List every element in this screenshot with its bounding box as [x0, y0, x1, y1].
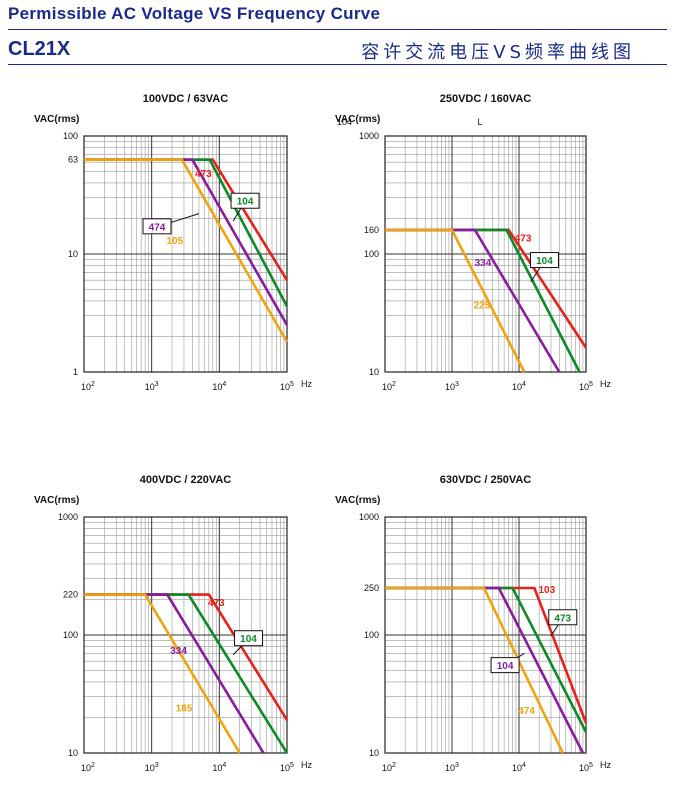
y-axis-label: VAC(rms)	[335, 495, 380, 506]
header-rule-top	[8, 29, 667, 30]
y-tick-label: 160	[364, 225, 379, 235]
y-tick-label: 100	[63, 630, 78, 640]
series-line-473	[84, 593, 289, 721]
series-label: 104	[536, 256, 553, 267]
series-label: 334	[475, 258, 492, 269]
header-rule-bottom	[8, 64, 667, 65]
series-label: 334	[170, 646, 187, 657]
label-box	[230, 192, 260, 209]
x-axis-label: Hz	[301, 379, 312, 389]
series-label: 105	[166, 236, 183, 247]
x-tick-label: 103	[445, 762, 459, 773]
series-label: 474	[518, 706, 535, 717]
chart-title: 630VDC / 250VAC	[440, 474, 532, 486]
label-box	[234, 630, 264, 647]
x-tick-label: 102	[382, 381, 396, 392]
y-tick-label: 1000	[359, 512, 379, 522]
y-tick-label: 10	[68, 249, 78, 259]
y-tick-label: 1000	[359, 131, 379, 141]
stray-text: 104	[337, 117, 352, 127]
y-tick-label: 10	[369, 748, 379, 758]
x-tick-label: 105	[280, 762, 294, 773]
series-label: 473	[208, 598, 225, 609]
y-tick-label: 1	[73, 367, 78, 377]
x-tick-label: 104	[512, 381, 526, 392]
y-tick-label: 220	[63, 590, 78, 600]
plot-frame	[83, 135, 288, 373]
x-tick-label: 104	[212, 381, 226, 392]
x-tick-label: 104	[212, 762, 226, 773]
x-tick-label: 103	[445, 381, 459, 392]
page-title: Permissible AC Voltage VS Frequency Curv…	[8, 4, 381, 23]
series-line-474	[84, 158, 289, 326]
x-tick-label: 103	[145, 762, 159, 773]
series-label: 104	[497, 661, 514, 672]
series-line-104	[84, 593, 289, 754]
y-tick-label: 100	[63, 131, 78, 141]
label-box	[529, 252, 559, 269]
series-label: 225	[474, 300, 491, 311]
series-line-473	[84, 158, 289, 281]
x-tick-label: 102	[81, 762, 95, 773]
y-tick-label: 100	[364, 630, 379, 640]
y-tick-label: 10	[369, 367, 379, 377]
chinese-title: 容许交流电压VS频率曲线图	[361, 42, 635, 63]
plot-frame	[384, 516, 587, 754]
y-axis-label: VAC(rms)	[34, 495, 79, 506]
series-label: 104	[240, 634, 257, 645]
x-tick-label: 103	[145, 381, 159, 392]
y-axis-label: VAC(rms)	[335, 114, 380, 125]
y-tick-label: 10	[68, 748, 78, 758]
x-tick-label: 104	[512, 762, 526, 773]
series-label: 185	[176, 704, 193, 715]
y-tick-label: 1000	[58, 512, 78, 522]
x-tick-label: 105	[579, 762, 593, 773]
series-line-474	[385, 586, 564, 754]
grid	[83, 135, 288, 373]
x-tick-label: 102	[81, 381, 95, 392]
y-tick-label: 63	[68, 155, 78, 165]
series-label: 473	[554, 613, 571, 624]
y-tick-label: 100	[364, 249, 379, 259]
x-axis-label: Hz	[301, 760, 312, 770]
label-box	[548, 609, 578, 626]
label-box	[490, 657, 520, 674]
series-label: 103	[538, 585, 555, 596]
x-tick-label: 102	[382, 762, 396, 773]
series-line-105	[84, 158, 289, 343]
grid	[384, 516, 587, 754]
series-label: 104	[237, 197, 254, 208]
label-box	[142, 218, 172, 235]
x-tick-label: 105	[280, 381, 294, 392]
chart-title: 100VDC / 63VAC	[143, 93, 228, 105]
y-tick-label: 250	[364, 583, 379, 593]
series-line-185	[84, 593, 241, 754]
model-number: CL21X	[8, 38, 71, 60]
chart-title: 400VDC / 220VAC	[140, 474, 232, 486]
chart-title: 250VDC / 160VAC	[440, 93, 532, 105]
x-axis-label: Hz	[600, 379, 611, 389]
x-axis-label: Hz	[600, 760, 611, 770]
plot-frame	[83, 516, 288, 754]
series-label: 473	[195, 169, 212, 180]
series-label: 473	[515, 233, 532, 244]
x-tick-label: 105	[579, 381, 593, 392]
plot-frame	[384, 135, 587, 373]
series-label: 474	[149, 222, 166, 233]
series-line-225	[385, 228, 526, 373]
stray-text: L	[478, 117, 483, 127]
y-axis-label: VAC(rms)	[34, 114, 79, 125]
